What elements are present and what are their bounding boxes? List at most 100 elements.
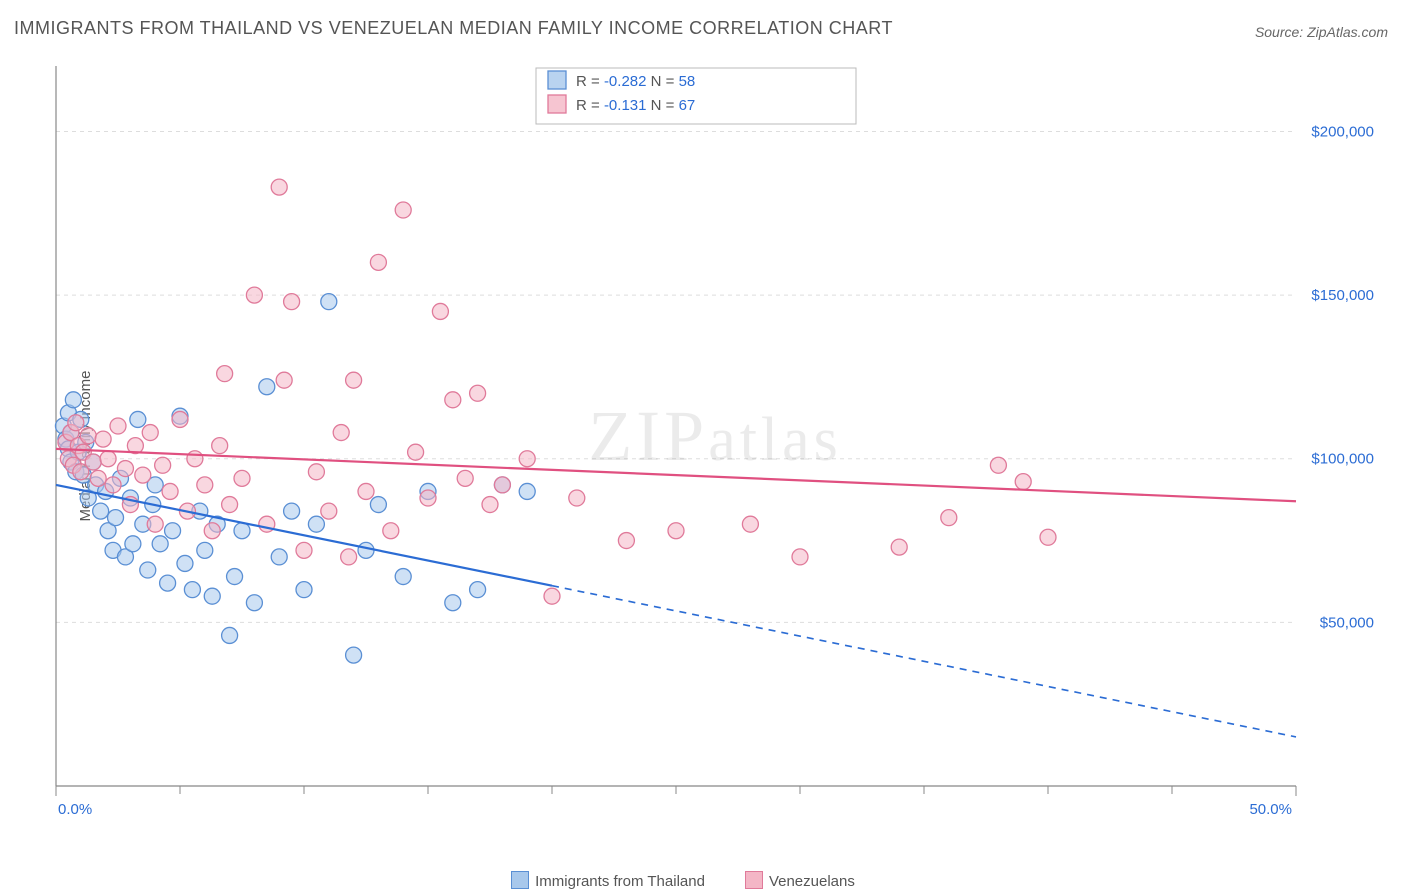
data-point <box>470 385 486 401</box>
data-point <box>68 415 84 431</box>
data-point <box>162 483 178 499</box>
data-point <box>519 483 535 499</box>
data-point <box>333 425 349 441</box>
data-point <box>395 202 411 218</box>
legend-label: Venezuelans <box>769 873 855 890</box>
legend-bottom: Immigrants from Thailand Venezuelans <box>0 871 1406 890</box>
data-point <box>184 582 200 598</box>
data-point <box>85 454 101 470</box>
data-point <box>341 549 357 565</box>
data-point <box>482 497 498 513</box>
data-point <box>197 477 213 493</box>
trend-line-extrapolated <box>552 586 1296 737</box>
data-point <box>108 510 124 526</box>
data-point <box>494 477 510 493</box>
data-point <box>246 287 262 303</box>
data-point <box>395 569 411 585</box>
data-point <box>370 254 386 270</box>
data-point <box>370 497 386 513</box>
data-point <box>990 457 1006 473</box>
data-point <box>212 438 228 454</box>
data-point <box>618 533 634 549</box>
data-point <box>95 431 111 447</box>
legend-swatch <box>548 95 566 113</box>
data-point <box>259 379 275 395</box>
data-point <box>284 503 300 519</box>
data-point <box>569 490 585 506</box>
data-point <box>117 461 133 477</box>
data-point <box>246 595 262 611</box>
svg-text:$100,000: $100,000 <box>1311 451 1374 468</box>
data-point <box>147 516 163 532</box>
data-point <box>217 366 233 382</box>
svg-text:$200,000: $200,000 <box>1311 123 1374 140</box>
data-point <box>1040 529 1056 545</box>
data-point <box>284 294 300 310</box>
legend-label: Immigrants from Thailand <box>535 873 705 890</box>
data-point <box>222 627 238 643</box>
data-point <box>792 549 808 565</box>
data-point <box>90 470 106 486</box>
data-point <box>432 303 448 319</box>
plot-area: $50,000$100,000$150,000$200,0000.0%50.0%… <box>50 60 1380 820</box>
data-point <box>891 539 907 555</box>
legend-swatch <box>511 871 529 889</box>
data-point <box>222 497 238 513</box>
data-point <box>308 516 324 532</box>
data-point <box>234 470 250 486</box>
data-point <box>93 503 109 519</box>
data-point <box>80 428 96 444</box>
stats-legend-row: R = -0.282 N = 58 <box>576 73 695 90</box>
data-point <box>135 467 151 483</box>
data-point <box>321 294 337 310</box>
data-point <box>308 464 324 480</box>
data-point <box>177 555 193 571</box>
legend-swatch <box>745 871 763 889</box>
data-point <box>160 575 176 591</box>
data-point <box>172 411 188 427</box>
data-point <box>234 523 250 539</box>
data-point <box>346 372 362 388</box>
data-point <box>155 457 171 473</box>
data-point <box>204 588 220 604</box>
svg-text:$50,000: $50,000 <box>1320 614 1374 631</box>
data-point <box>65 392 81 408</box>
data-point <box>165 523 181 539</box>
data-point <box>544 588 560 604</box>
legend-swatch <box>548 71 566 89</box>
source-attribution: Source: ZipAtlas.com <box>1255 24 1388 40</box>
data-point <box>296 542 312 558</box>
svg-text:0.0%: 0.0% <box>58 801 92 818</box>
data-point <box>346 647 362 663</box>
data-point <box>204 523 220 539</box>
data-point <box>321 503 337 519</box>
data-point <box>941 510 957 526</box>
data-point <box>408 444 424 460</box>
data-point <box>1015 474 1031 490</box>
scatter-chart-svg: $50,000$100,000$150,000$200,0000.0%50.0%… <box>50 60 1380 820</box>
data-point <box>470 582 486 598</box>
data-point <box>125 536 141 552</box>
data-point <box>271 179 287 195</box>
trend-line <box>56 485 552 586</box>
data-point <box>383 523 399 539</box>
data-point <box>668 523 684 539</box>
chart-title: IMMIGRANTS FROM THAILAND VS VENEZUELAN M… <box>14 18 893 39</box>
data-point <box>358 542 374 558</box>
data-point <box>296 582 312 598</box>
data-point <box>742 516 758 532</box>
data-point <box>227 569 243 585</box>
data-point <box>187 451 203 467</box>
data-point <box>140 562 156 578</box>
data-point <box>445 392 461 408</box>
data-point <box>445 595 461 611</box>
data-point <box>152 536 168 552</box>
data-point <box>457 470 473 486</box>
data-point <box>519 451 535 467</box>
data-point <box>420 490 436 506</box>
svg-text:$150,000: $150,000 <box>1311 287 1374 304</box>
data-point <box>142 425 158 441</box>
data-point <box>105 477 121 493</box>
data-point <box>130 411 146 427</box>
data-point <box>197 542 213 558</box>
